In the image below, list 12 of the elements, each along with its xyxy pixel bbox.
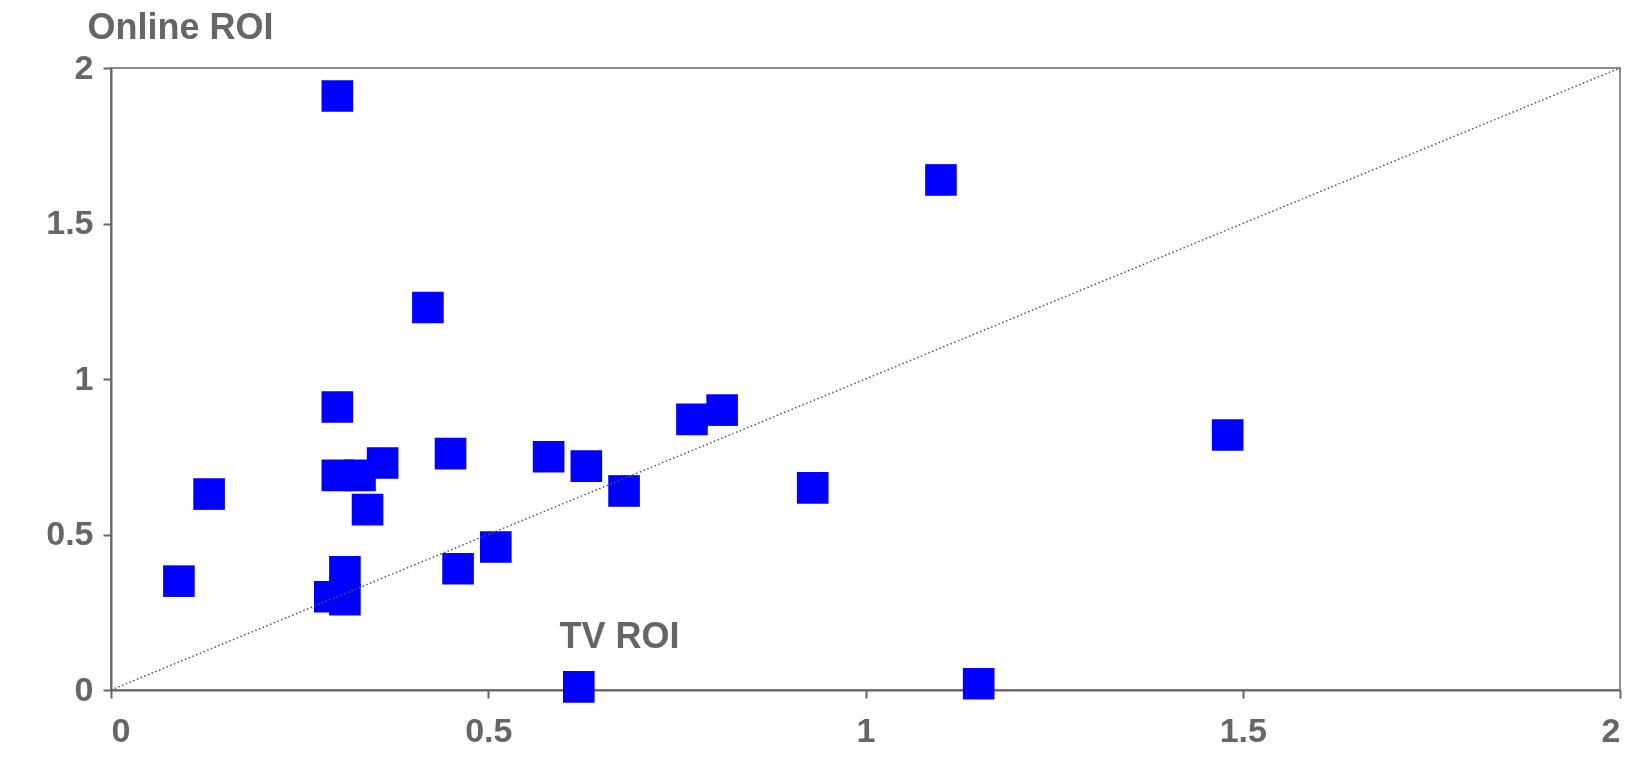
x-tick-label: 1.5: [1219, 710, 1267, 749]
y-tick-label: 0: [74, 669, 94, 708]
y-tick-label: 2: [74, 47, 94, 86]
x-tick-label: 0.5: [465, 710, 513, 749]
x-tick-label: 2: [1601, 710, 1621, 749]
y-tick-label: 1: [74, 358, 94, 397]
x-tick-label: 1: [856, 710, 876, 749]
y-tick-label: 1.5: [46, 203, 94, 241]
y-axis-title: Online ROI: [87, 5, 274, 47]
x-tick-label: 0: [111, 710, 131, 749]
y-tick-label: 0.5: [46, 514, 94, 552]
x-axis-title: TV ROI: [559, 614, 680, 656]
